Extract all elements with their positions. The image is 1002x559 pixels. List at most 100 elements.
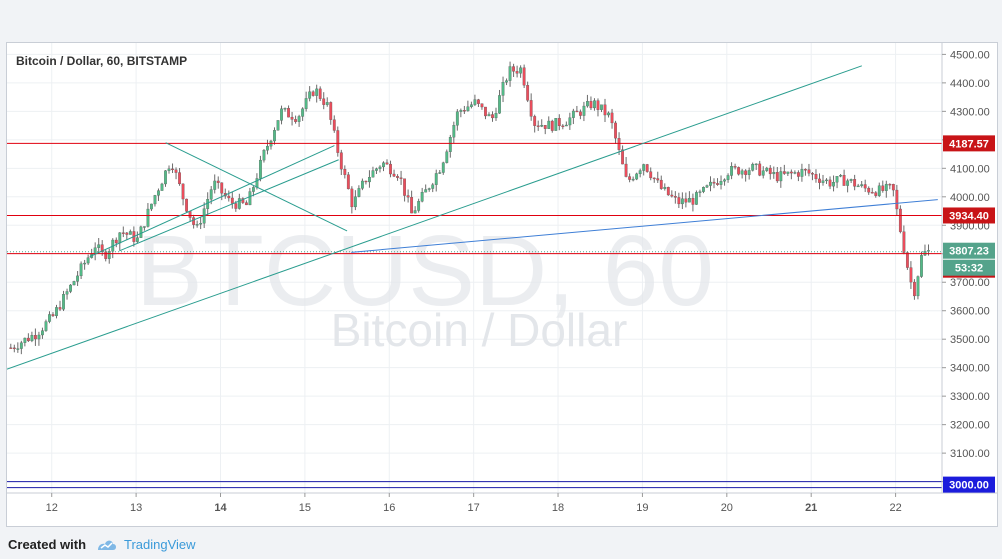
candle-up xyxy=(167,168,171,171)
candle-up xyxy=(793,172,797,174)
candle-down xyxy=(121,232,125,234)
candle-down xyxy=(185,198,189,212)
candle-up xyxy=(325,102,329,105)
candle-up xyxy=(259,159,262,179)
trend-line xyxy=(7,65,863,370)
candle-down xyxy=(666,186,670,196)
candle-up xyxy=(276,120,280,131)
candle-down xyxy=(768,167,772,175)
candle-up xyxy=(920,255,923,277)
candle-up xyxy=(199,223,203,225)
candle-down xyxy=(294,119,298,122)
candle-up xyxy=(747,170,751,175)
candle-up xyxy=(695,192,698,205)
candle-up xyxy=(505,80,508,83)
candle-up xyxy=(353,196,357,208)
candle-up xyxy=(631,178,635,181)
candle-down xyxy=(811,173,814,175)
candle-up xyxy=(19,342,23,349)
candle-down xyxy=(733,166,737,168)
time-axis[interactable]: 12 13 14 15 16 17 18 19 20 21 22 xyxy=(46,493,902,514)
candle-down xyxy=(244,202,248,206)
candle-up xyxy=(23,337,27,343)
candle-down xyxy=(410,197,414,214)
chart-panel[interactable]: BTCUSD, 60 Bitcoin / Dollar 3000.00 3100.… xyxy=(6,42,998,527)
chart-canvas[interactable]: BTCUSD, 60 Bitcoin / Dollar 3000.00 3100.… xyxy=(7,43,997,526)
candle-up xyxy=(916,276,920,297)
candle-down xyxy=(902,231,906,253)
x-tick-label: 18 xyxy=(552,502,564,514)
candle-up xyxy=(849,179,853,181)
candle-up xyxy=(473,99,477,105)
candle-up xyxy=(413,210,417,214)
candle-up xyxy=(427,188,431,190)
candle-down xyxy=(12,347,16,350)
candle-up xyxy=(540,125,544,127)
candle-up xyxy=(839,175,842,177)
trend-line xyxy=(89,145,335,258)
candle-up xyxy=(107,251,111,259)
tradingview-logo-icon[interactable] xyxy=(96,538,118,552)
drawings[interactable] xyxy=(7,65,942,489)
y-tick-label: 3700.00 xyxy=(950,277,990,289)
candle-up xyxy=(663,186,667,189)
x-tick-label: 14 xyxy=(214,502,227,514)
countdown-label: 53:32 xyxy=(955,263,983,275)
candle-up xyxy=(593,100,596,109)
candle-down xyxy=(125,232,129,235)
candle-down xyxy=(480,103,484,108)
candle-down xyxy=(673,196,677,198)
candle-down xyxy=(526,85,530,101)
candle-up xyxy=(856,185,860,188)
candle-up xyxy=(142,226,146,228)
candle-down xyxy=(712,181,716,184)
candle-up xyxy=(213,180,217,190)
candle-down xyxy=(287,108,290,118)
tradingview-brand-link[interactable]: TradingView xyxy=(124,537,196,552)
candle-down xyxy=(874,192,878,196)
candle-down xyxy=(512,66,515,72)
candle-up xyxy=(273,130,276,142)
y-tick-label: 4000.00 xyxy=(950,192,990,204)
candle-up xyxy=(378,166,382,169)
candle-up xyxy=(76,275,80,282)
candle-up xyxy=(72,281,76,286)
candle-down xyxy=(575,110,579,113)
candle-up xyxy=(726,175,730,180)
candle-up xyxy=(709,181,712,186)
candle-down xyxy=(853,179,857,187)
candle-up xyxy=(586,101,589,107)
y-tick-label: 3600.00 xyxy=(950,306,990,318)
candle-down xyxy=(649,171,653,179)
x-tick-label: 22 xyxy=(889,502,901,514)
candle-up xyxy=(455,111,459,126)
candle-down xyxy=(842,175,846,186)
candle-down xyxy=(863,184,867,189)
candle-down xyxy=(870,192,874,194)
candle-down xyxy=(614,122,617,139)
candle-down xyxy=(322,98,326,105)
candle-up xyxy=(698,191,702,193)
y-tick-label: 4400.00 xyxy=(950,78,990,90)
candle-down xyxy=(818,178,821,183)
candle-up xyxy=(754,163,758,166)
candle-up xyxy=(146,208,150,227)
candle-down xyxy=(670,194,674,197)
x-tick-label: 12 xyxy=(46,502,58,514)
candle-up xyxy=(821,180,825,183)
candle-up xyxy=(368,177,371,183)
candle-down xyxy=(114,239,118,244)
candle-up xyxy=(153,195,157,205)
candle-up xyxy=(761,170,765,176)
candle-down xyxy=(913,281,916,297)
candle-up xyxy=(635,173,639,180)
candle-down xyxy=(491,114,494,119)
candle-down xyxy=(9,347,13,349)
candle-down xyxy=(33,335,37,340)
y-tick-label: 3500.00 xyxy=(950,334,990,346)
candle-up xyxy=(702,187,705,192)
candle-up xyxy=(86,257,90,264)
candle-up xyxy=(582,105,586,116)
candle-up xyxy=(687,197,691,203)
